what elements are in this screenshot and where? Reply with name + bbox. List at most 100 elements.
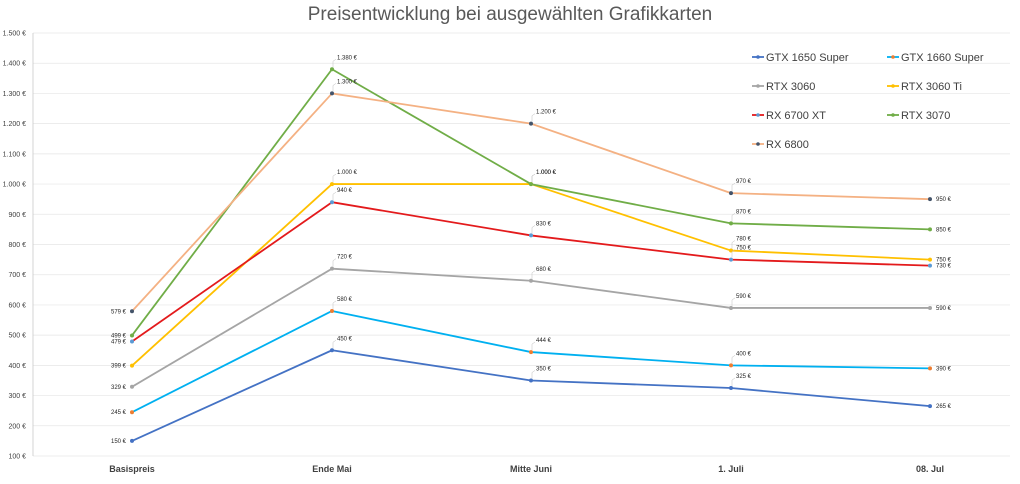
data-label: 399 € <box>111 364 127 370</box>
leader-line <box>531 173 536 183</box>
leader-line <box>731 355 736 364</box>
y-tick-label: 300 € <box>8 393 26 400</box>
data-label: 1.300 € <box>337 79 358 85</box>
y-tick-label: 1.200 € <box>3 121 26 128</box>
data-label: 1.200 € <box>536 110 557 116</box>
leader-line <box>731 377 736 387</box>
leader-line <box>332 300 337 309</box>
leader-line <box>531 270 536 279</box>
series-layer <box>130 67 932 443</box>
data-point <box>330 200 334 205</box>
data-point <box>130 363 134 368</box>
leader-line <box>731 213 736 222</box>
x-tick-label: Ende Mai <box>312 464 352 474</box>
data-point <box>928 366 932 371</box>
legend-item: RX 6800 <box>752 139 809 151</box>
data-label: 590 € <box>936 306 952 312</box>
data-point <box>330 182 334 187</box>
data-point <box>529 378 533 383</box>
data-point <box>529 278 533 283</box>
x-tick-label: Basispreis <box>109 464 155 474</box>
leader-line <box>731 249 736 258</box>
data-label: 830 € <box>536 221 552 227</box>
leader-line <box>531 113 536 122</box>
data-point <box>330 91 334 96</box>
leader-line <box>332 173 337 183</box>
data-label: 1.000 € <box>536 170 557 176</box>
data-point <box>529 350 533 355</box>
data-point <box>130 309 134 314</box>
y-tick-label: 200 € <box>8 423 26 430</box>
data-label: 350 € <box>536 366 552 372</box>
leader-line <box>332 340 337 349</box>
y-tick-label: 1.100 € <box>3 151 26 158</box>
data-point <box>529 182 533 187</box>
data-point <box>729 305 733 310</box>
legend-label: GTX 1650 Super <box>766 52 849 64</box>
grid-layer <box>33 32 1010 457</box>
data-point <box>729 191 733 196</box>
data-label: 940 € <box>337 188 353 194</box>
legend-marker <box>756 84 760 88</box>
data-label: 780 € <box>736 237 752 243</box>
legend-marker <box>891 113 895 117</box>
leader-line <box>731 240 736 249</box>
data-point <box>928 263 932 268</box>
leader-line <box>332 258 337 267</box>
data-label: 150 € <box>111 439 127 445</box>
data-label: 450 € <box>337 336 353 342</box>
legend-marker <box>756 113 760 117</box>
data-label: 680 € <box>536 267 552 273</box>
data-label-layer: 150 € 450 € 350 € 325 € 265 € 245 € 580 € 444 €… <box>111 55 952 445</box>
chart-title: Preisentwicklung bei ausgewählten Grafik… <box>307 4 713 25</box>
legend: GTX 1650 Super GTX 1660 Super RTX 3060 RTX … <box>752 52 984 151</box>
leader-line <box>531 370 536 379</box>
y-tick-label: 1.000 € <box>3 182 26 189</box>
data-point <box>729 363 733 368</box>
legend-marker <box>891 84 895 88</box>
legend-marker <box>756 142 760 146</box>
legend-item: GTX 1650 Super <box>752 52 849 64</box>
y-tick-label: 900 € <box>8 212 26 219</box>
data-point <box>529 121 533 126</box>
data-point <box>928 257 932 262</box>
legend-label: RTX 3070 <box>901 110 950 122</box>
leader-line <box>332 83 337 92</box>
data-label: 730 € <box>936 264 952 270</box>
data-label: 499 € <box>111 333 127 339</box>
leader-line <box>531 225 536 234</box>
data-label: 1.000 € <box>337 170 358 176</box>
legend-marker <box>891 55 895 59</box>
data-point <box>130 410 134 415</box>
data-label: 750 € <box>936 258 952 264</box>
leader-line <box>731 297 736 306</box>
data-point <box>729 386 733 391</box>
data-label: 1.000 € <box>536 170 557 176</box>
data-point <box>330 308 334 313</box>
data-point <box>529 233 533 238</box>
data-label: 390 € <box>936 366 952 372</box>
data-label: 1.380 € <box>337 55 358 61</box>
data-point <box>130 333 134 338</box>
y-tick-label: 700 € <box>8 272 26 279</box>
data-point <box>130 339 134 344</box>
x-tick-label: Mitte Juni <box>510 464 552 474</box>
y-tick-label: 600 € <box>8 302 26 309</box>
data-point <box>928 227 932 232</box>
data-label: 245 € <box>111 410 127 416</box>
leader-line <box>332 191 337 201</box>
data-label: 580 € <box>337 297 353 303</box>
data-point <box>729 248 733 253</box>
series-line <box>131 310 931 413</box>
legend-label: GTX 1660 Super <box>901 52 984 64</box>
legend-marker <box>756 55 760 59</box>
legend-item: GTX 1660 Super <box>887 52 984 64</box>
y-tick-label: 400 € <box>8 363 26 370</box>
data-point <box>729 257 733 262</box>
legend-item: RTX 3060 <box>752 81 815 93</box>
data-label: 265 € <box>936 404 952 410</box>
y-tick-label: 1.400 € <box>3 61 26 68</box>
data-point <box>729 221 733 226</box>
legend-item: RTX 3070 <box>887 110 950 122</box>
